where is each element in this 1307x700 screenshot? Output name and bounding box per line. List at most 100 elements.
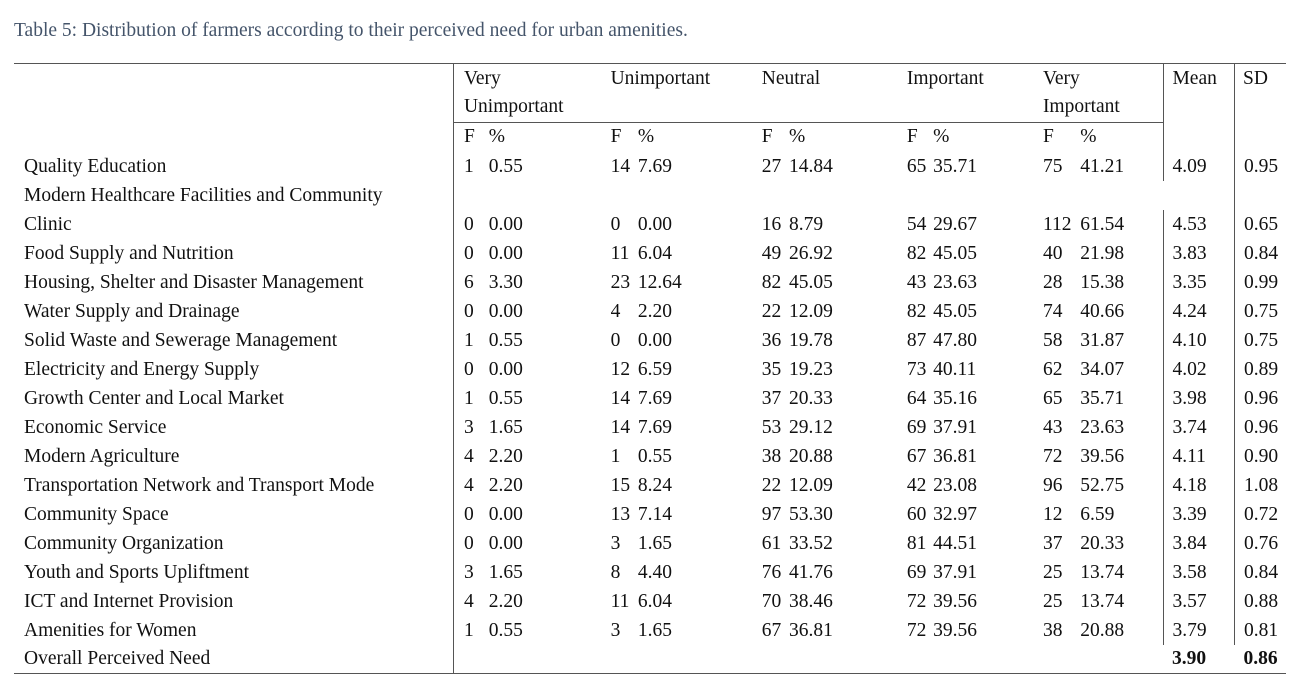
- frequency-cell: 69: [906, 562, 927, 583]
- empty-cell: [1163, 181, 1235, 210]
- header-mean: Mean: [1163, 63, 1235, 152]
- frequency-cell: 74: [1042, 301, 1063, 322]
- header-unimportant: Unimportant: [600, 63, 752, 123]
- frequency-cell: 87: [906, 330, 927, 351]
- percent-cell: 21.98: [1080, 243, 1125, 264]
- header-blank-cell: [14, 63, 454, 152]
- row-label: Growth Center and Local Market: [24, 388, 284, 409]
- percent-cell: 36.81: [789, 620, 833, 641]
- frequency-cell: 75: [1042, 156, 1063, 177]
- frequency-cell: 4: [610, 301, 621, 322]
- row-label: Electricity and Energy Supply: [24, 359, 260, 380]
- percent-cell: 2.20: [488, 591, 523, 612]
- percent-cell: 12.09: [789, 475, 833, 496]
- frequency-cell: 4: [452, 587, 486, 616]
- amenities-table: Very Unimportant Unimportant Neutral Impo…: [14, 63, 1286, 674]
- mean-cell: 3.57: [1163, 587, 1235, 616]
- percent-cell: 6.59: [637, 359, 672, 380]
- frequency-cell: 67: [906, 446, 927, 467]
- frequency-cell: 53: [761, 417, 782, 438]
- percent-cell: 23.63: [1080, 417, 1125, 438]
- percent-cell: 38.46: [789, 591, 833, 612]
- percent-cell: 52.75: [1080, 475, 1125, 496]
- overall-mean: 3.90: [1163, 645, 1235, 674]
- frequency-cell: 37: [761, 388, 782, 409]
- frequency-cell: 76: [761, 562, 782, 583]
- percent-cell: 13.74: [1080, 562, 1125, 583]
- frequency-cell: 96: [1042, 475, 1063, 496]
- frequency-cell: 11: [610, 243, 630, 264]
- row-label: Community Organization: [24, 533, 224, 554]
- frequency-cell: 82: [761, 272, 782, 293]
- header-percent: %: [930, 122, 1033, 152]
- row-label: Transportation Network and Transport Mod…: [24, 475, 375, 496]
- frequency-cell: 82: [906, 301, 927, 322]
- percent-cell: 61.54: [1080, 214, 1125, 235]
- frequency-cell: 1: [452, 326, 486, 355]
- frequency-cell: 35: [761, 359, 782, 380]
- sd-cell: 0.75: [1244, 330, 1279, 351]
- percent-cell: 13.74: [1080, 591, 1125, 612]
- frequency-cell: 82: [906, 243, 927, 264]
- row-label: Quality Education: [24, 156, 167, 177]
- percent-cell: 20.88: [1080, 620, 1125, 641]
- frequency-cell: 28: [1042, 272, 1063, 293]
- percent-cell: 0.55: [488, 620, 523, 641]
- percent-cell: 32.97: [933, 504, 978, 525]
- table-row: Water Supply and Drainage 0 0.00 4 2.20 22 12.…: [14, 297, 1286, 326]
- percent-cell: 1.65: [637, 620, 672, 641]
- percent-cell: 45.05: [789, 272, 833, 293]
- table-row: Amenities for Women 1 0.55 3 1.65 67 36.81 72 39…: [14, 616, 1286, 645]
- percent-cell: 7.69: [637, 417, 672, 438]
- percent-cell: 35.71: [1080, 388, 1125, 409]
- percent-cell: 15.38: [1080, 272, 1125, 293]
- table-row: Electricity and Energy Supply 0 0.00 12 6.59…: [14, 355, 1286, 384]
- percent-cell: 0.00: [637, 330, 672, 351]
- row-label: ICT and Internet Provision: [24, 591, 234, 612]
- mean-cell: 4.10: [1163, 326, 1235, 355]
- percent-cell: 2.20: [488, 446, 523, 467]
- frequency-cell: 3: [610, 620, 621, 641]
- frequency-cell: 3: [452, 558, 486, 587]
- header-percent: %: [634, 122, 752, 152]
- frequency-cell: 67: [761, 620, 782, 641]
- percent-cell: 0.00: [637, 214, 672, 235]
- frequency-cell: 61: [761, 533, 782, 554]
- frequency-cell: 25: [1042, 591, 1063, 612]
- percent-cell: 0.00: [488, 214, 523, 235]
- frequency-cell: 36: [761, 330, 782, 351]
- percent-cell: 0.55: [637, 446, 672, 467]
- sd-cell: 0.65: [1244, 214, 1279, 235]
- percent-cell: 0.55: [488, 388, 523, 409]
- percent-cell: 0.00: [488, 359, 523, 380]
- row-label: Water Supply and Drainage: [24, 301, 240, 322]
- percent-cell: 7.69: [637, 156, 672, 177]
- sd-cell: 0.99: [1244, 272, 1279, 293]
- sd-cell: 1.08: [1244, 475, 1279, 496]
- frequency-cell: 38: [1042, 620, 1063, 641]
- frequency-cell: 72: [906, 591, 927, 612]
- percent-cell: 41.76: [789, 562, 833, 583]
- percent-cell: 0.00: [488, 243, 523, 264]
- mean-cell: 3.84: [1163, 529, 1235, 558]
- percent-cell: 37.91: [933, 562, 978, 583]
- percent-cell: 8.79: [789, 214, 824, 235]
- percent-cell: 4.40: [637, 562, 672, 583]
- frequency-cell: 0: [452, 210, 486, 239]
- table-caption: Table 5: Distribution of farmers accordi…: [14, 20, 688, 41]
- row-label-line1: Modern Healthcare Facilities and Communi…: [24, 185, 383, 206]
- percent-cell: 39.56: [1080, 446, 1125, 467]
- frequency-cell: 58: [1042, 330, 1063, 351]
- percent-cell: 45.05: [933, 301, 978, 322]
- frequency-cell: 6: [452, 268, 486, 297]
- frequency-cell: 112: [1042, 214, 1072, 235]
- mean-cell: 3.58: [1163, 558, 1235, 587]
- frequency-cell: 1: [610, 446, 621, 467]
- frequency-cell: 49: [761, 243, 782, 264]
- mean-cell: 4.18: [1163, 471, 1235, 500]
- table-row: Economic Service 3 1.65 14 7.69 53 29.12 69 37.9…: [14, 413, 1286, 442]
- mean-cell: 3.35: [1163, 268, 1235, 297]
- empty-cell: [1235, 181, 1287, 210]
- frequency-cell: 12: [610, 359, 631, 380]
- table-row: Modern Agriculture 4 2.20 1 0.55 38 20.88 67 36.…: [14, 442, 1286, 471]
